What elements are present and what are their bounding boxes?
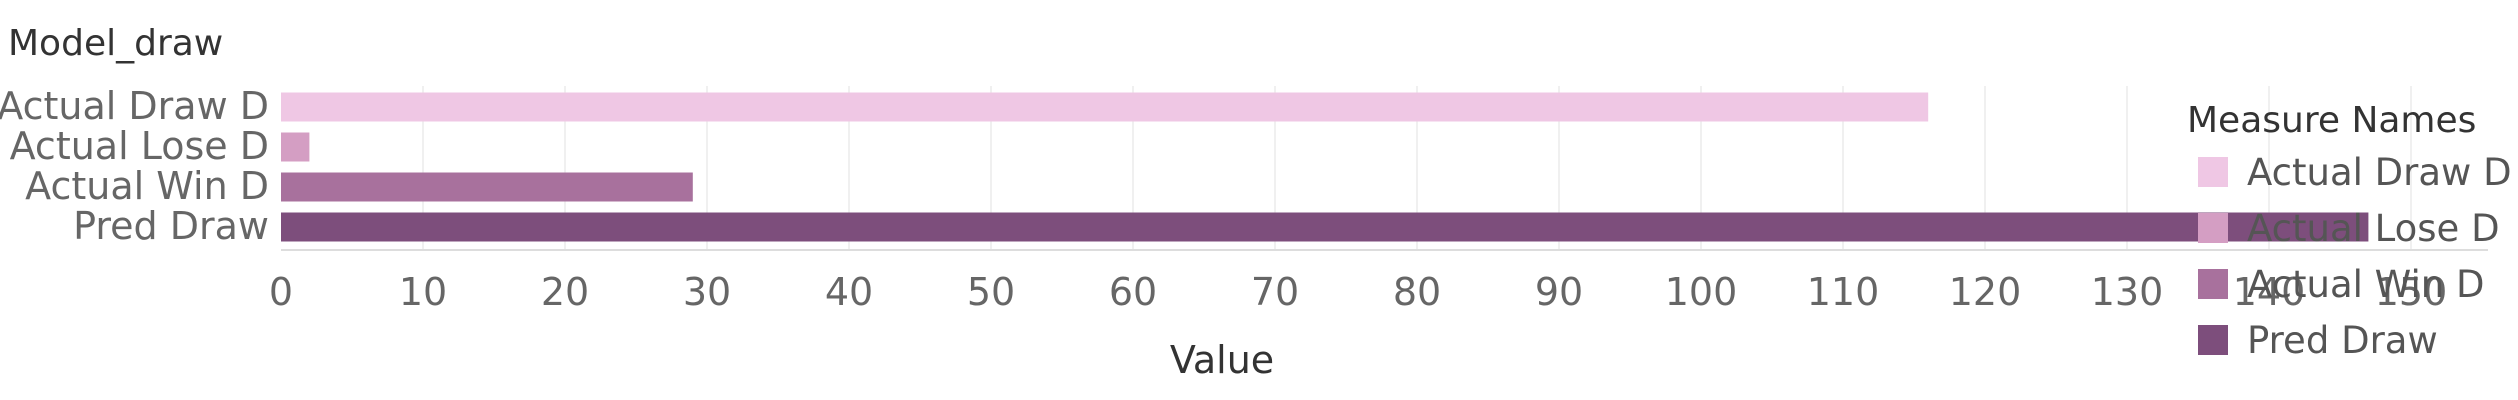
legend-title: Measure Names: [2187, 100, 2476, 141]
category-label: Pred Draw: [73, 204, 269, 248]
legend: Measure Names Actual Draw D Actual Lose D…: [2187, 100, 2512, 362]
x-tick-label: 70: [1251, 270, 1299, 314]
x-tick-label: 40: [825, 270, 873, 314]
x-axis-ticks: 0 10 20 30 40 50 60 70 80 90 100 110 120 130 140 150: [269, 270, 2447, 314]
legend-swatch: [2198, 325, 2228, 355]
category-label: Actual Draw D: [0, 84, 269, 128]
x-tick-label: 150: [2375, 270, 2448, 314]
x-tick-label: 90: [1535, 270, 1583, 314]
legend-swatch: [2198, 157, 2228, 187]
x-tick-label: 10: [399, 270, 447, 314]
bars: [281, 92, 2369, 242]
x-tick-label: 110: [1807, 270, 1880, 314]
x-tick-label: 100: [1665, 270, 1738, 314]
category-label: Actual Lose D: [10, 124, 269, 168]
legend-swatch: [2198, 269, 2228, 299]
legend-swatch: [2198, 213, 2228, 243]
x-tick-label: 20: [541, 270, 589, 314]
bar-actual-win-d: [281, 172, 693, 202]
bar-pred-draw: [281, 212, 2369, 242]
category-label: Actual Win D: [25, 164, 269, 208]
x-tick-label: 80: [1393, 270, 1441, 314]
x-tick-label: 140: [2233, 270, 2306, 314]
legend-item-label: Actual Draw D: [2247, 151, 2512, 194]
sheet-title: Model_draw: [8, 23, 223, 64]
x-tick-label: 60: [1109, 270, 1157, 314]
legend-item-label: Actual Win D: [2247, 263, 2484, 306]
legend-item-label: Pred Draw: [2247, 319, 2438, 362]
bar-actual-lose-d: [281, 132, 310, 162]
bar-actual-draw-d: [281, 92, 1929, 122]
x-tick-label: 50: [967, 270, 1015, 314]
x-tick-label: 30: [683, 270, 731, 314]
x-tick-label: 130: [2091, 270, 2164, 314]
x-tick-label: 0: [269, 270, 293, 314]
x-tick-label: 120: [1949, 270, 2022, 314]
x-axis-title: Value: [1170, 338, 1274, 382]
legend-item-label: Actual Lose D: [2247, 207, 2500, 250]
